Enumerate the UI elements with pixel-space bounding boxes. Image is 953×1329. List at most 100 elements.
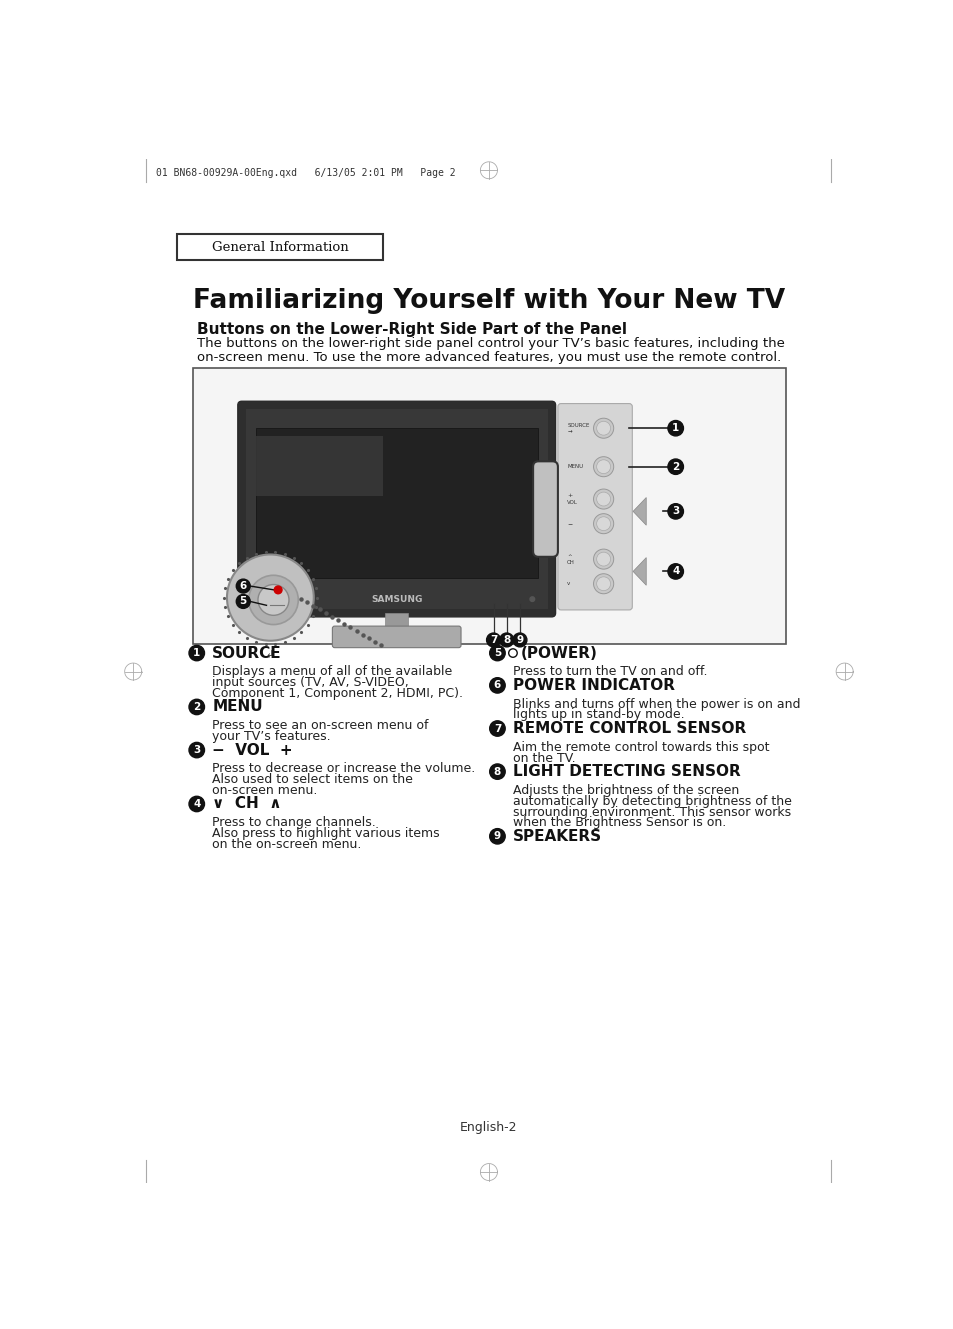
Text: on-screen menu. To use the more advanced features, you must use the remote contr: on-screen menu. To use the more advanced…: [196, 351, 781, 364]
Text: SOURCE: SOURCE: [212, 646, 281, 661]
Circle shape: [189, 646, 204, 661]
Text: Press to see an on-screen menu of: Press to see an on-screen menu of: [212, 719, 428, 732]
Text: Also used to select items on the: Also used to select items on the: [212, 773, 413, 787]
Circle shape: [489, 646, 505, 661]
Polygon shape: [633, 558, 645, 585]
Text: 3: 3: [193, 746, 200, 755]
Text: when the Brightness Sensor is on.: when the Brightness Sensor is on.: [513, 816, 725, 829]
Circle shape: [508, 649, 517, 658]
Circle shape: [189, 796, 204, 812]
Circle shape: [189, 743, 204, 758]
Text: v: v: [567, 581, 570, 586]
Circle shape: [236, 594, 250, 609]
Text: −: −: [567, 521, 572, 526]
Circle shape: [593, 457, 613, 477]
Circle shape: [189, 699, 204, 715]
Circle shape: [593, 574, 613, 594]
FancyBboxPatch shape: [255, 436, 382, 496]
Circle shape: [486, 633, 500, 647]
FancyBboxPatch shape: [558, 404, 632, 610]
Circle shape: [667, 459, 682, 474]
Circle shape: [596, 460, 610, 473]
Text: 9: 9: [494, 832, 500, 841]
Circle shape: [489, 678, 505, 694]
Circle shape: [596, 577, 610, 590]
Circle shape: [593, 489, 613, 509]
Text: General Information: General Information: [212, 241, 348, 254]
FancyBboxPatch shape: [255, 428, 537, 578]
Text: Also press to highlight various items: Also press to highlight various items: [212, 827, 439, 840]
Text: 6: 6: [239, 581, 247, 591]
Text: Press to change channels.: Press to change channels.: [212, 816, 375, 829]
Text: 6: 6: [494, 680, 500, 690]
Circle shape: [499, 633, 513, 647]
Text: 01 BN68-00929A-00Eng.qxd   6/13/05 2:01 PM   Page 2: 01 BN68-00929A-00Eng.qxd 6/13/05 2:01 PM…: [156, 167, 456, 178]
FancyBboxPatch shape: [177, 234, 382, 260]
Circle shape: [236, 579, 250, 593]
Circle shape: [593, 549, 613, 569]
Text: →: →: [567, 429, 571, 433]
Text: POWER INDICATOR: POWER INDICATOR: [513, 678, 674, 692]
Text: The buttons on the lower-right side panel control your TV’s basic features, incl: The buttons on the lower-right side pane…: [196, 338, 783, 351]
FancyBboxPatch shape: [237, 401, 555, 617]
Text: surrounding environment. This sensor works: surrounding environment. This sensor wor…: [513, 805, 790, 819]
Text: ^: ^: [567, 554, 571, 558]
Circle shape: [667, 420, 682, 436]
Text: CH: CH: [567, 560, 575, 565]
Text: MENU: MENU: [212, 699, 263, 715]
Circle shape: [489, 828, 505, 844]
Text: Displays a menu of all of the available: Displays a menu of all of the available: [212, 666, 452, 678]
Circle shape: [274, 586, 282, 594]
Text: ↲: ↲: [265, 650, 273, 659]
Circle shape: [530, 597, 534, 602]
Text: 8: 8: [502, 635, 510, 645]
Circle shape: [257, 585, 289, 615]
Text: 8: 8: [494, 767, 500, 776]
Text: SPEAKERS: SPEAKERS: [513, 829, 601, 844]
Text: Blinks and turns off when the power is on and: Blinks and turns off when the power is o…: [513, 698, 800, 711]
Text: on-screen menu.: on-screen menu.: [212, 784, 317, 797]
Text: Aim the remote control towards this spot: Aim the remote control towards this spot: [513, 740, 769, 754]
Text: VOL: VOL: [567, 500, 578, 505]
FancyBboxPatch shape: [245, 409, 547, 609]
Circle shape: [667, 563, 682, 579]
Text: 1: 1: [671, 423, 679, 433]
Text: Adjusts the brightness of the screen: Adjusts the brightness of the screen: [513, 784, 739, 797]
Circle shape: [249, 575, 298, 625]
Circle shape: [596, 492, 610, 506]
Text: 4: 4: [671, 566, 679, 577]
Text: Press to turn the TV on and off.: Press to turn the TV on and off.: [513, 666, 707, 678]
Circle shape: [489, 720, 505, 736]
Text: lights up in stand-by mode.: lights up in stand-by mode.: [513, 708, 684, 722]
Text: Buttons on the Lower-Right Side Part of the Panel: Buttons on the Lower-Right Side Part of …: [196, 322, 626, 338]
Circle shape: [489, 764, 505, 779]
Text: ∨  CH  ∧: ∨ CH ∧: [212, 796, 281, 812]
Circle shape: [667, 504, 682, 520]
Text: MENU: MENU: [567, 464, 582, 469]
Text: Component 1, Component 2, HDMI, PC).: Component 1, Component 2, HDMI, PC).: [212, 687, 463, 700]
Circle shape: [513, 633, 526, 647]
Text: on the on-screen menu.: on the on-screen menu.: [212, 837, 361, 851]
FancyBboxPatch shape: [533, 461, 558, 557]
Circle shape: [227, 554, 314, 641]
Text: 9: 9: [516, 635, 523, 645]
Circle shape: [596, 552, 610, 566]
Circle shape: [596, 517, 610, 530]
Text: your TV’s features.: your TV’s features.: [212, 730, 331, 743]
Text: +: +: [567, 493, 572, 498]
Text: automatically by detecting brightness of the: automatically by detecting brightness of…: [513, 795, 791, 808]
Text: English-2: English-2: [459, 1120, 517, 1134]
Text: SOURCE: SOURCE: [567, 423, 589, 428]
Text: 5: 5: [239, 597, 247, 606]
Text: input sources (TV, AV, S-VIDEO,: input sources (TV, AV, S-VIDEO,: [212, 676, 409, 690]
Text: 4: 4: [193, 799, 200, 809]
Text: on the TV.: on the TV.: [513, 752, 575, 764]
Text: REMOTE CONTROL SENSOR: REMOTE CONTROL SENSOR: [513, 722, 745, 736]
Text: Familiarizing Yourself with Your New TV: Familiarizing Yourself with Your New TV: [193, 288, 784, 314]
Text: 5: 5: [494, 649, 500, 658]
Text: 7: 7: [490, 635, 497, 645]
Circle shape: [593, 419, 613, 439]
Text: −  VOL  +: − VOL +: [212, 743, 293, 758]
Text: Press to decrease or increase the volume.: Press to decrease or increase the volume…: [212, 763, 475, 775]
Text: 2: 2: [671, 461, 679, 472]
